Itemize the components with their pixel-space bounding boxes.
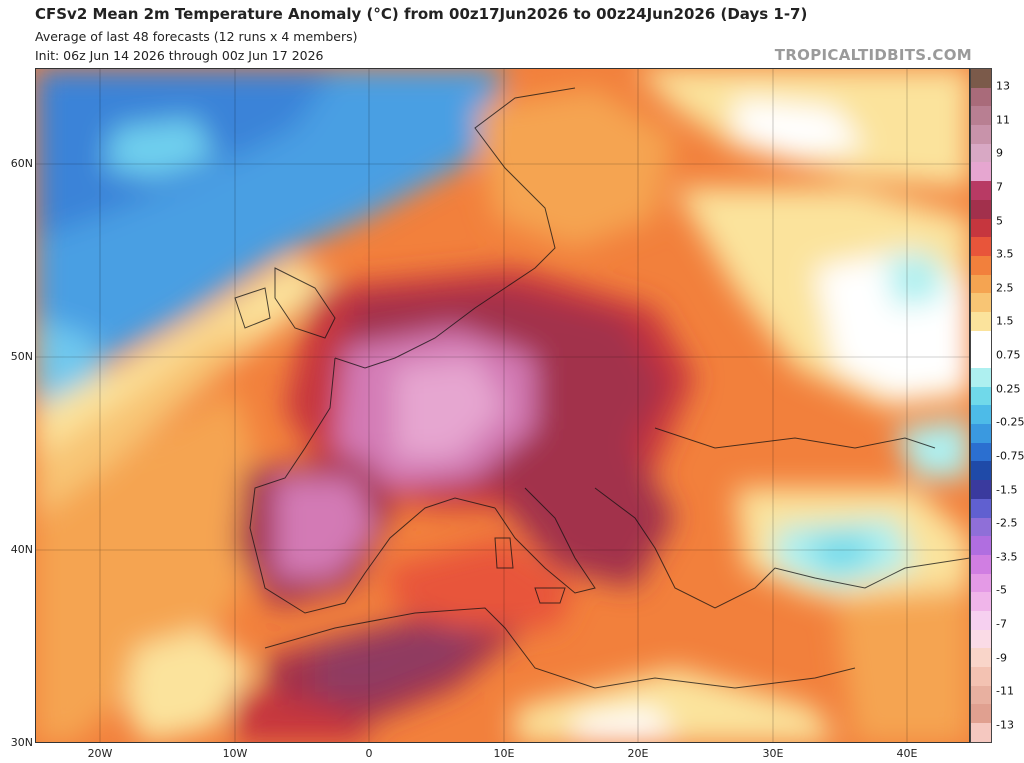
colorbar-label: -5 bbox=[996, 583, 1007, 597]
lat-label-60n: 60N bbox=[10, 157, 33, 170]
colorbar-swatch bbox=[971, 554, 991, 574]
coastlines bbox=[234, 87, 970, 689]
lat-label-30n: 30N bbox=[10, 736, 33, 749]
lon-label-20e: 20E bbox=[627, 747, 649, 760]
colorbar-swatch bbox=[971, 536, 991, 555]
anomaly-shading bbox=[35, 68, 970, 743]
colorbar-swatch bbox=[971, 125, 991, 144]
colorbar-swatch bbox=[971, 368, 991, 387]
colorbar-swatch bbox=[971, 667, 991, 686]
anomaly-map bbox=[35, 68, 970, 743]
colorbar-label: -3.5 bbox=[996, 550, 1018, 564]
colorbar-swatch bbox=[971, 442, 991, 462]
lon-label-40e: 40E bbox=[896, 747, 918, 760]
colorbar-swatch bbox=[971, 498, 991, 518]
colorbar-swatch bbox=[971, 461, 991, 481]
colorbar-swatch bbox=[971, 648, 991, 667]
colorbar-swatch bbox=[971, 386, 991, 406]
init-info: Init: 06z Jun 14 2026 through 00z Jun 17… bbox=[35, 48, 324, 63]
colorbar-swatch bbox=[971, 143, 991, 163]
map-subtitle: Average of last 48 forecasts (12 runs x … bbox=[35, 29, 358, 44]
colorbar-label: -11 bbox=[996, 684, 1014, 698]
colorbar-swatch bbox=[971, 704, 991, 724]
lon-label-30e: 30E bbox=[762, 747, 784, 760]
colorbar-label: -7 bbox=[996, 617, 1007, 631]
colorbar-label: 0.25 bbox=[996, 382, 1021, 396]
lon-label-20w: 20W bbox=[87, 747, 113, 760]
colorbar-label: 9 bbox=[996, 146, 1003, 160]
colorbar-swatch bbox=[971, 685, 991, 705]
colorbar-swatch bbox=[971, 480, 991, 499]
colorbar-swatch bbox=[971, 237, 991, 256]
colorbar bbox=[970, 68, 992, 743]
colorbar-swatch bbox=[971, 610, 991, 630]
colorbar-swatch bbox=[971, 255, 991, 275]
graticule bbox=[35, 68, 970, 743]
map-canvas bbox=[35, 68, 970, 743]
colorbar-label: 1.5 bbox=[996, 314, 1014, 328]
lat-label-50n: 50N bbox=[10, 350, 33, 363]
lon-label-0: 0 bbox=[365, 747, 373, 760]
lon-label-10w: 10W bbox=[222, 747, 248, 760]
colorbar-swatch bbox=[971, 106, 991, 126]
colorbar-swatch bbox=[971, 311, 991, 331]
colorbar-swatch bbox=[971, 592, 991, 611]
colorbar-label: -13 bbox=[996, 718, 1014, 732]
site-brand: TROPICALTIDBITS.COM bbox=[774, 46, 972, 64]
header: CFSv2 Mean 2m Temperature Anomaly (°C) f… bbox=[0, 0, 1024, 68]
colorbar-swatch bbox=[971, 218, 991, 238]
colorbar-label: 3.5 bbox=[996, 247, 1014, 261]
colorbar-swatch bbox=[971, 517, 991, 537]
colorbar-label: 0.75 bbox=[996, 348, 1021, 362]
colorbar-label: 7 bbox=[996, 180, 1003, 194]
colorbar-swatch bbox=[971, 293, 991, 312]
colorbar-swatch bbox=[971, 723, 991, 742]
colorbar-swatch bbox=[971, 573, 991, 593]
colorbar-label: -2.5 bbox=[996, 516, 1018, 530]
colorbar-label: 13 bbox=[996, 79, 1010, 93]
colorbar-swatch bbox=[971, 274, 991, 294]
colorbar-label: -1.5 bbox=[996, 483, 1018, 497]
colorbar-label: 2.5 bbox=[996, 281, 1014, 295]
colorbar-swatch bbox=[971, 199, 991, 219]
colorbar-swatch bbox=[971, 181, 991, 200]
colorbar-swatch bbox=[971, 349, 991, 368]
colorbar-swatch bbox=[971, 330, 991, 350]
colorbar-swatch bbox=[971, 405, 991, 425]
colorbar-swatch bbox=[971, 69, 991, 88]
colorbar-swatch bbox=[971, 162, 991, 182]
lon-label-10e: 10E bbox=[493, 747, 515, 760]
map-title: CFSv2 Mean 2m Temperature Anomaly (°C) f… bbox=[35, 5, 808, 23]
colorbar-swatch bbox=[971, 629, 991, 649]
colorbar-label: -0.75 bbox=[996, 449, 1024, 463]
colorbar-label: -9 bbox=[996, 651, 1007, 665]
colorbar-swatch bbox=[971, 87, 991, 107]
lat-label-40n: 40N bbox=[10, 543, 33, 556]
colorbar-label: -0.25 bbox=[996, 415, 1024, 429]
colorbar-swatch bbox=[971, 424, 991, 443]
colorbar-label: 11 bbox=[996, 113, 1010, 127]
colorbar-label: 5 bbox=[996, 214, 1003, 228]
